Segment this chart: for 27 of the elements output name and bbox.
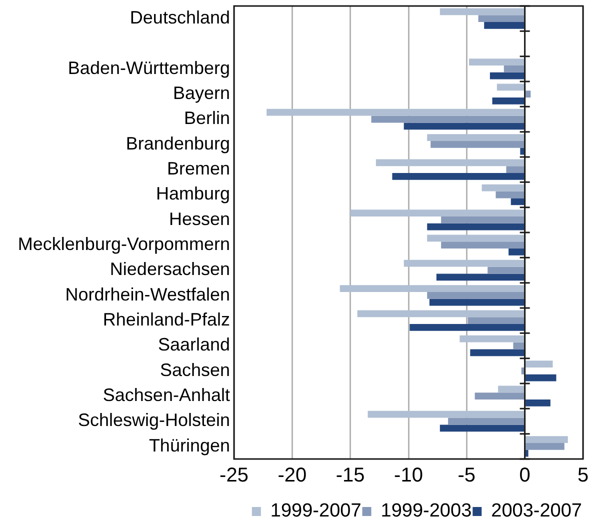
y-tick-label: Baden-Württemberg [68, 58, 230, 78]
legend-label: 1999-2007 [270, 500, 362, 522]
x-tick-label: 0 [519, 464, 530, 487]
y-tick-label: Deutschland [130, 8, 230, 28]
y-tick-label: Sachsen [160, 360, 230, 380]
x-tick-label: -15 [336, 464, 365, 487]
y-tick-label: Bayern [172, 83, 230, 104]
y-tick-label: Hamburg [156, 184, 230, 204]
y-tick-label: Berlin [184, 108, 230, 128]
y-tick-label: Nordrhein-Westfalen [65, 284, 230, 304]
y-tick-label: Mecklenburg-Vorpommern [18, 234, 230, 254]
y-tick-label: Hessen [168, 208, 230, 229]
y-tick-label: Bremen [166, 158, 230, 179]
x-tick-label: -25 [220, 464, 248, 487]
y-tick-label: Schleswig-Holstein [78, 410, 230, 430]
y-tick-label: Thüringen [148, 435, 230, 456]
x-tick-label: -10 [394, 464, 423, 487]
y-tick-label: Rheinland-Pfalz [102, 310, 230, 330]
y-tick-label: Brandenburg [126, 133, 230, 154]
y-tick-label: Sachsen-Anhalt [102, 385, 230, 406]
y-tick-label: Saarland [158, 334, 230, 355]
legend-label: 1999-2003 [380, 500, 472, 522]
x-tick-label: -20 [278, 464, 307, 487]
y-tick-label: Niedersachsen [110, 259, 230, 280]
legend-label: 2003-2007 [491, 500, 582, 522]
x-tick-label: 5 [577, 464, 589, 487]
x-tick-label: -5 [458, 464, 476, 487]
